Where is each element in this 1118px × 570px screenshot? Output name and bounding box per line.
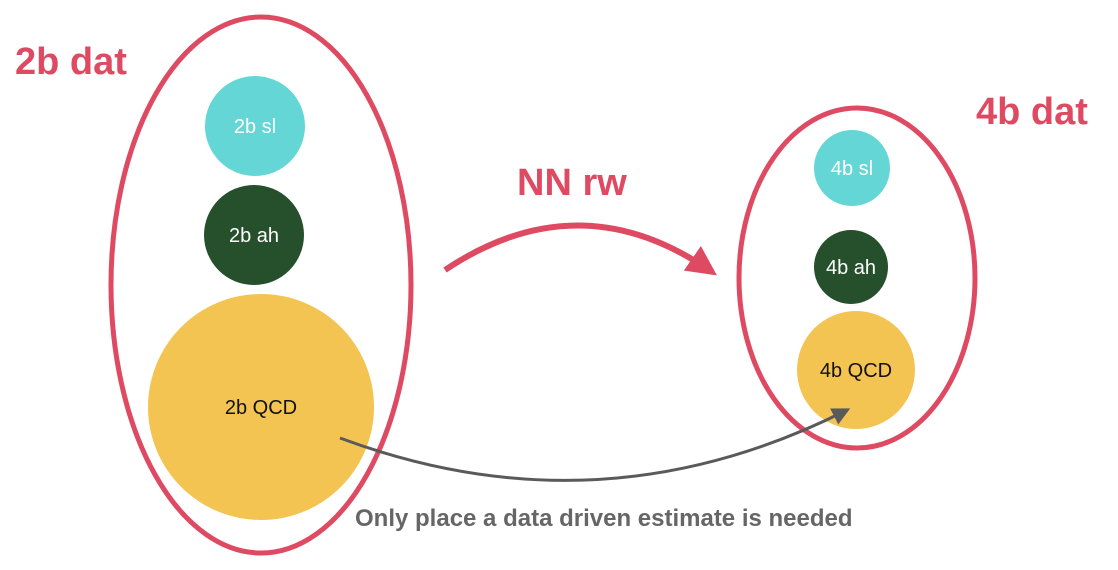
node-4b-qcd — [797, 311, 915, 429]
node-2b-hh-label: 2b ah — [229, 225, 279, 247]
node-4b-hh-label: 4b ah — [826, 257, 876, 279]
node-2b-signal-label: 2b sl — [234, 116, 276, 138]
group-4b-title: 4b dat — [976, 91, 1088, 133]
group-2b-title: 2b dat — [15, 41, 127, 83]
group-2b-outline — [108, 14, 414, 556]
node-2b-signal — [205, 76, 305, 176]
node-4b-signal — [814, 130, 890, 206]
group-4b-outline — [736, 105, 978, 451]
node-2b-qcd — [148, 294, 374, 520]
estimate-note: Only place a data driven estimate is nee… — [355, 505, 853, 532]
reweight-label: NN rw — [517, 162, 627, 204]
node-4b-hh — [814, 230, 888, 304]
group-4b-data: 4b sl 4b ah 4b QCD — [736, 105, 978, 451]
node-4b-qcd-label: 4b QCD — [820, 360, 892, 382]
node-2b-hh — [204, 185, 304, 285]
node-4b-signal-label: 4b sl — [831, 158, 873, 180]
qcd-estimate-arrow — [339, 408, 851, 482]
reweight-arrow — [443, 222, 717, 276]
node-2b-qcd-label: 2b QCD — [225, 397, 297, 419]
group-2b-data: 2b sl 2b ah 2b QCD — [108, 14, 414, 556]
